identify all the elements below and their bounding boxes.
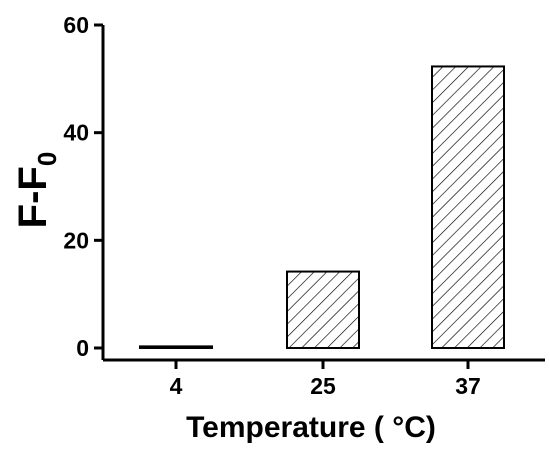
y-axis-title: F-F0: [11, 152, 62, 229]
x-tick-label-4: 4: [170, 373, 183, 399]
axes-group: 0 20 40 60 4 25 37: [63, 12, 545, 399]
x-tick-label-25: 25: [310, 373, 336, 399]
bars-group: [139, 65, 505, 350]
y-tick-label-40: 40: [63, 120, 89, 146]
y-axis-title-main: F-F: [11, 166, 55, 228]
x-tick-label-37: 37: [455, 373, 481, 399]
bar-37: [431, 65, 505, 350]
y-tick-label-0: 0: [76, 335, 89, 361]
x-axis-title: Temperature ( °C): [186, 411, 436, 444]
y-axis-title-subscript: 0: [32, 152, 62, 166]
y-tick-label-60: 60: [63, 12, 89, 38]
bar-25: [286, 270, 360, 350]
y-tick-label-20: 20: [63, 227, 89, 253]
bar-4: [139, 345, 213, 350]
